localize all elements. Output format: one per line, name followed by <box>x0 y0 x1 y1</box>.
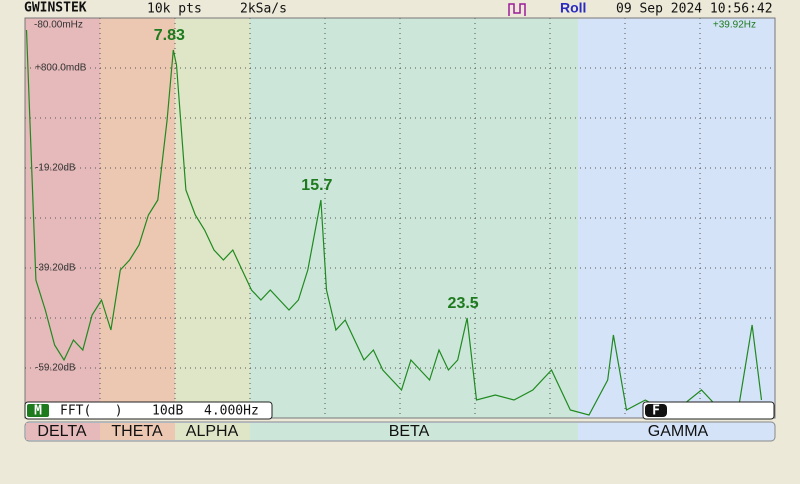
x-end-label: +39.92Hz <box>713 20 756 31</box>
math-badge <box>27 404 49 417</box>
acq-mode: Roll <box>560 0 586 16</box>
graticule <box>25 18 775 418</box>
math-badge-label: M <box>34 404 42 419</box>
plot-border <box>24 17 776 419</box>
math-scale: 10dB <box>152 404 183 419</box>
band-label: THETA <box>111 423 163 440</box>
math-panel <box>24 401 273 420</box>
x-start-label: -80.00mHz <box>34 20 83 31</box>
math-span: 4.000Hz <box>204 404 259 419</box>
peak-label: 7.83 <box>154 27 185 44</box>
band-cell <box>100 423 175 440</box>
record-length: 10k pts <box>147 2 202 17</box>
band-cell <box>250 423 578 440</box>
band-label: DELTA <box>37 423 87 440</box>
band-cell <box>26 423 100 440</box>
math-function: FFT( ) <box>60 404 123 419</box>
filter-badge-label: F <box>652 404 660 419</box>
beta-region <box>250 18 578 418</box>
trace-layer: +800.0mdB-19.20dB-39.20dB-59.20dB7.8315.… <box>25 27 775 416</box>
filter-panel <box>642 401 775 420</box>
band-label: GAMMA <box>648 423 709 440</box>
date-time: 09 Sep 2024 10:56:42 <box>616 2 773 17</box>
band-cell <box>175 423 250 440</box>
peak-label: 15.7 <box>301 177 332 194</box>
logo: GWINSTEK <box>24 1 87 16</box>
delta-region <box>25 18 100 418</box>
band-label: BETA <box>389 423 430 440</box>
spectrum-trace <box>25 29 763 416</box>
trigger-icon <box>508 3 526 16</box>
alpha-region <box>175 18 250 418</box>
peak-label: 23.5 <box>448 295 479 312</box>
filter-badge <box>645 404 667 417</box>
band-label: ALPHA <box>186 423 239 440</box>
theta-region <box>100 18 175 418</box>
sample-rate: 2kSa/s <box>240 2 287 17</box>
